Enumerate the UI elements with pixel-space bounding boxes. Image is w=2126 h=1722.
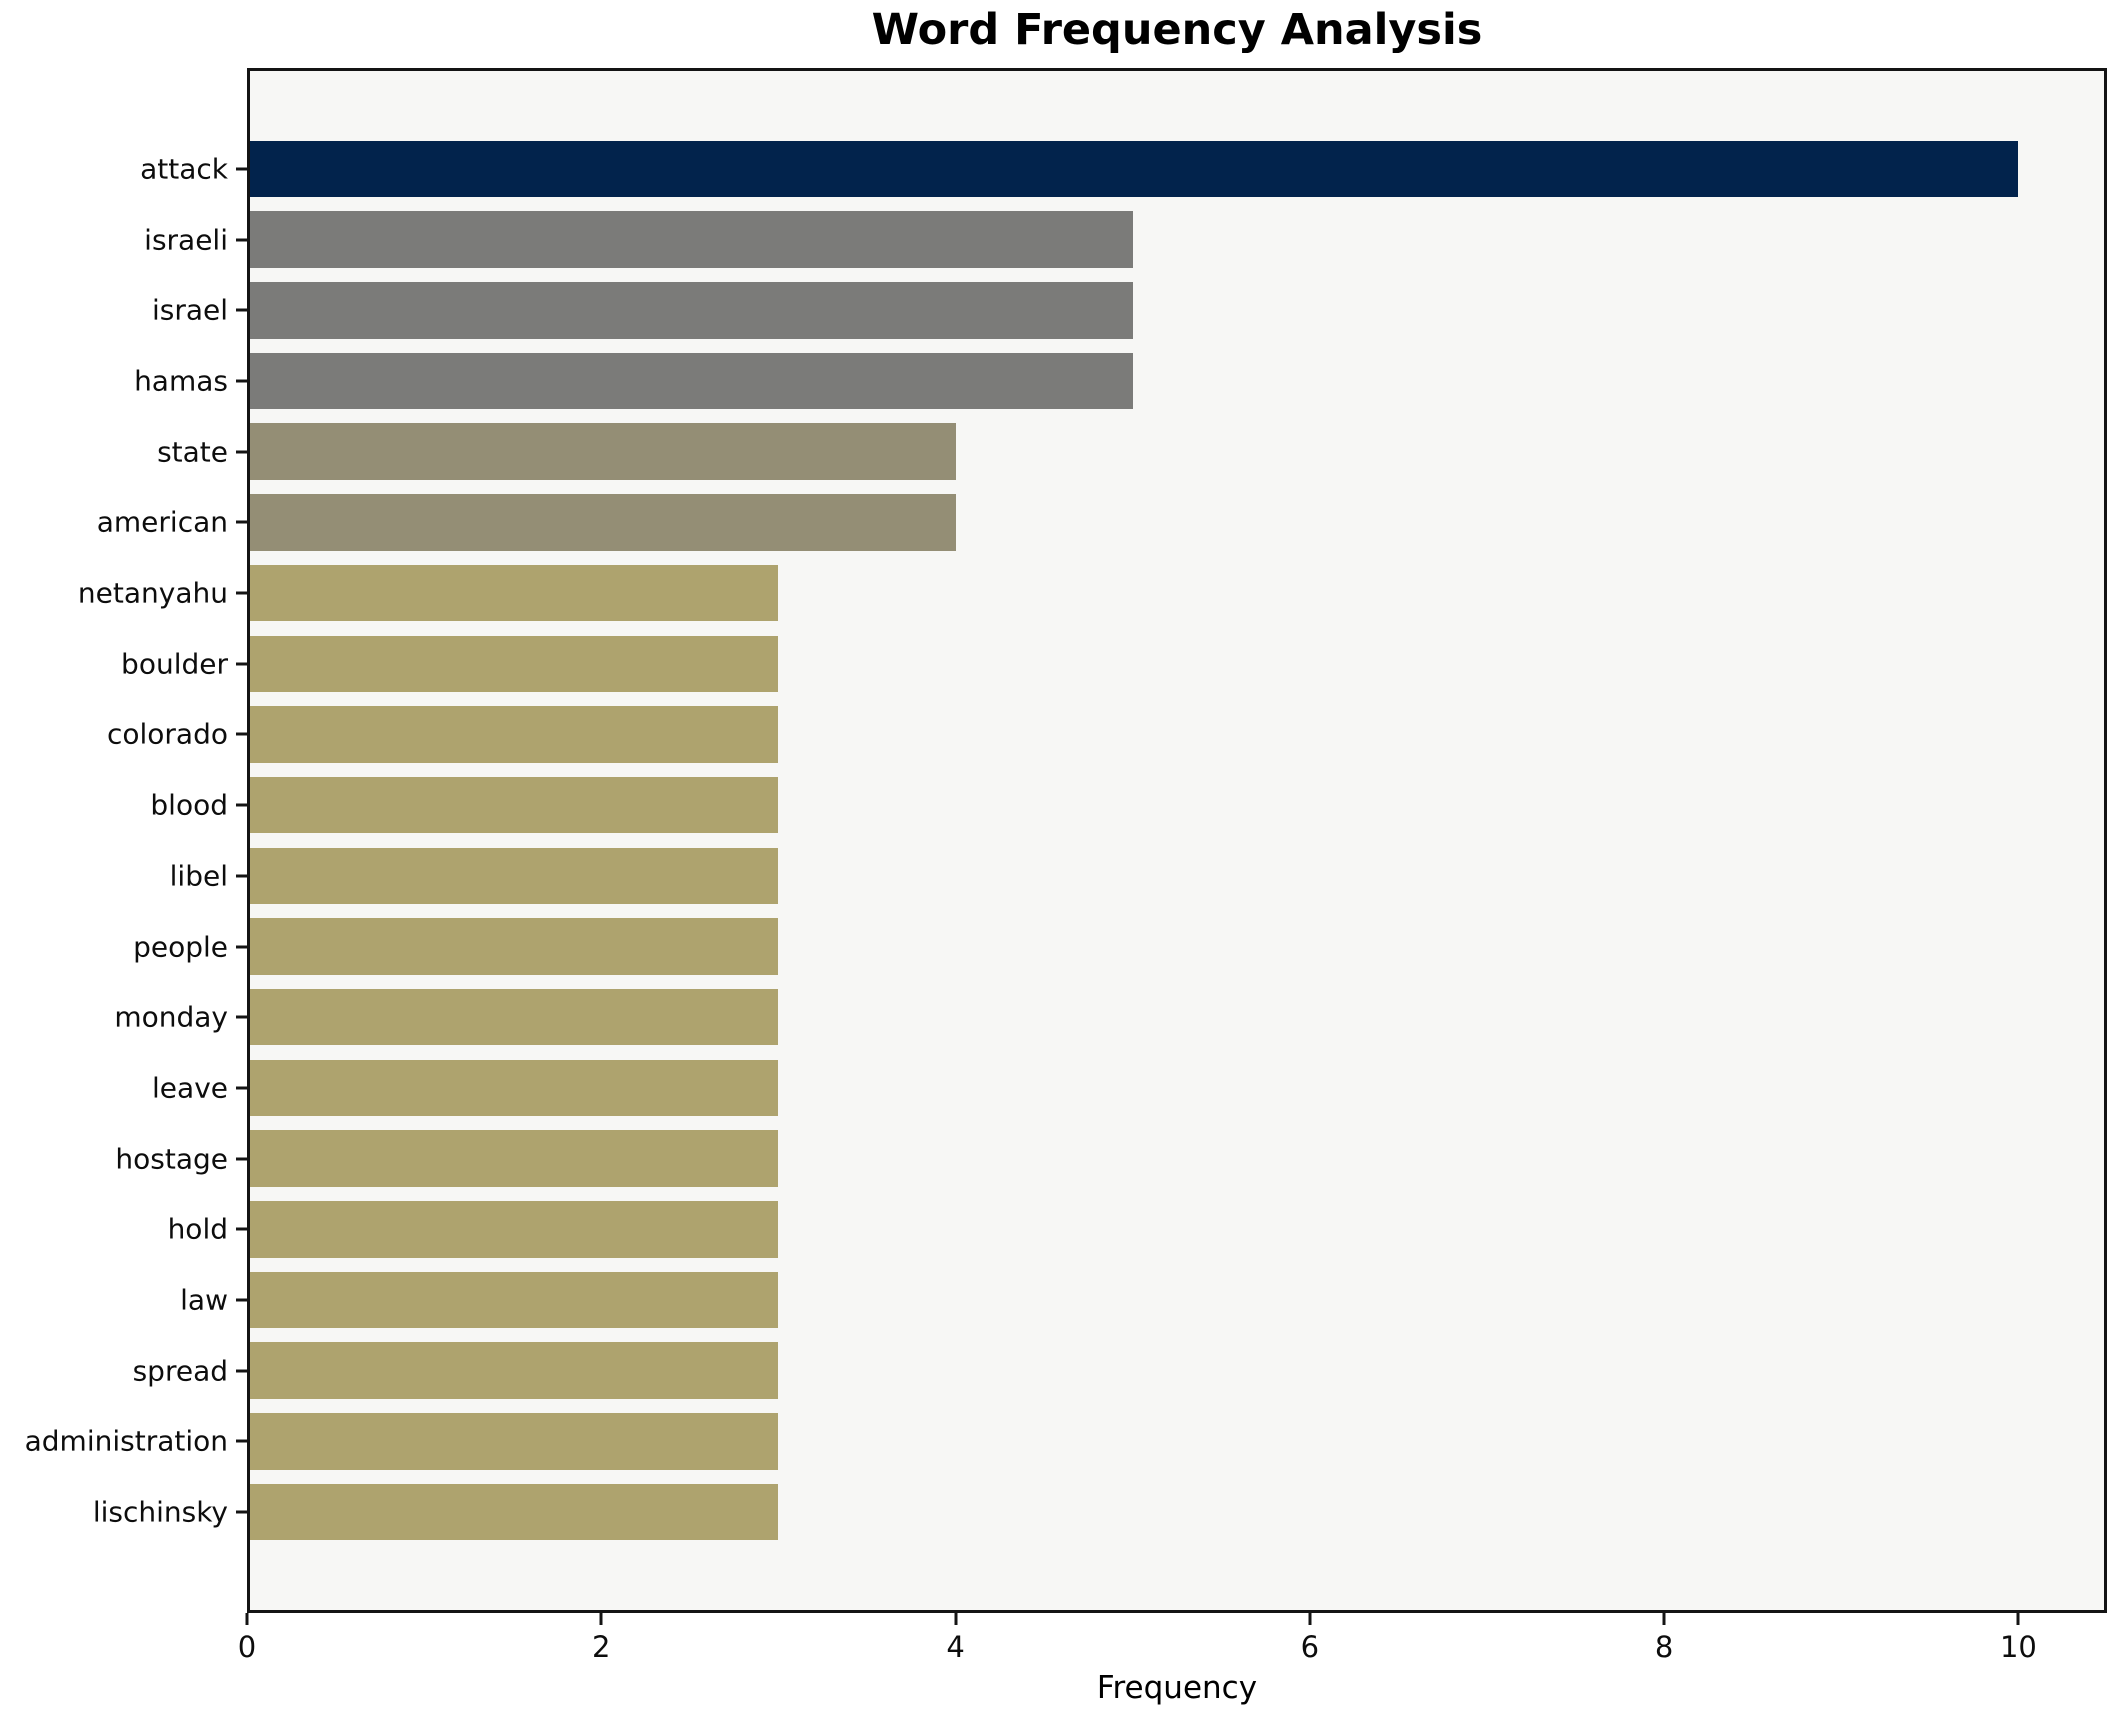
y-tick-label-lischinsky: lischinsky <box>92 1495 228 1529</box>
y-tick-mark <box>236 874 247 878</box>
bar-netanyahu <box>247 564 779 622</box>
y-tick-label-leave: leave <box>152 1071 228 1105</box>
bar-american <box>247 494 956 551</box>
x-tick-mark <box>1662 1613 1666 1625</box>
y-tick-label-monday: monday <box>114 1000 228 1034</box>
bar-boulder <box>247 635 779 693</box>
y-tick-mark <box>236 1227 247 1231</box>
y-tick-mark <box>236 238 247 242</box>
y-tick-mark <box>236 379 247 383</box>
x-tick-mark <box>954 1613 958 1625</box>
y-tick-mark <box>236 308 247 312</box>
bar-hostage <box>247 1130 779 1187</box>
y-tick-label-israeli: israeli <box>144 223 228 257</box>
x-tick-mark <box>1308 1613 1312 1625</box>
bar-spread <box>247 1342 779 1399</box>
x-tick-label-2: 2 <box>592 1630 611 1664</box>
bar-blood <box>247 776 779 834</box>
y-tick-label-hold: hold <box>167 1212 228 1246</box>
y-tick-mark <box>236 1369 247 1373</box>
y-tick-label-law: law <box>180 1283 228 1317</box>
y-tick-mark <box>236 732 247 736</box>
y-tick-mark <box>236 520 247 524</box>
y-tick-label-colorado: colorado <box>106 717 228 751</box>
bar-hold <box>247 1200 779 1258</box>
y-tick-mark <box>236 1298 247 1302</box>
plot-area <box>247 68 2107 1613</box>
y-tick-mark <box>236 1510 247 1514</box>
y-tick-label-attack: attack <box>140 152 228 186</box>
bar-libel <box>247 847 779 905</box>
y-tick-mark <box>236 1157 247 1161</box>
y-tick-mark <box>236 662 247 666</box>
bar-israel <box>247 282 1133 339</box>
y-tick-label-hamas: hamas <box>134 364 228 398</box>
y-tick-label-blood: blood <box>150 788 228 822</box>
y-tick-mark <box>236 167 247 171</box>
y-tick-mark <box>236 1086 247 1090</box>
y-tick-label-state: state <box>157 435 228 469</box>
y-tick-label-netanyahu: netanyahu <box>77 576 228 610</box>
y-tick-label-libel: libel <box>169 859 228 893</box>
y-tick-label-administration: administration <box>24 1424 228 1458</box>
y-tick-label-people: people <box>133 930 228 964</box>
y-tick-mark <box>236 945 247 949</box>
y-tick-label-hostage: hostage <box>115 1142 228 1176</box>
bar-leave <box>247 1059 779 1117</box>
bar-monday <box>247 988 779 1046</box>
x-tick-label-6: 6 <box>1300 1630 1320 1664</box>
y-tick-label-american: american <box>96 505 228 539</box>
x-axis-label: Frequency <box>1096 1670 1258 1706</box>
x-tick-mark <box>245 1613 249 1625</box>
bar-state <box>247 423 956 480</box>
bar-lischinsky <box>247 1483 779 1541</box>
bar-attack <box>247 140 2019 198</box>
chart-title: Word Frequency Analysis <box>871 5 1483 55</box>
y-tick-mark <box>236 1015 247 1019</box>
x-tick-label-10: 10 <box>1999 1630 2037 1664</box>
x-tick-mark <box>599 1613 603 1625</box>
y-tick-mark <box>236 591 247 595</box>
x-tick-label-4: 4 <box>946 1630 965 1664</box>
bar-law <box>247 1271 779 1329</box>
bar-colorado <box>247 706 779 763</box>
bar-administration <box>247 1413 779 1470</box>
x-tick-label-0: 0 <box>237 1630 257 1664</box>
bar-hamas <box>247 352 1133 410</box>
bar-israeli <box>247 211 1133 268</box>
y-tick-label-israel: israel <box>151 293 228 327</box>
y-tick-label-spread: spread <box>132 1354 228 1388</box>
y-tick-mark <box>236 803 247 807</box>
y-tick-label-boulder: boulder <box>121 647 228 681</box>
x-tick-mark <box>2016 1613 2020 1625</box>
y-tick-mark <box>236 450 247 454</box>
bar-people <box>247 918 779 975</box>
y-tick-mark <box>236 1439 247 1443</box>
x-tick-label-8: 8 <box>1654 1630 1674 1664</box>
